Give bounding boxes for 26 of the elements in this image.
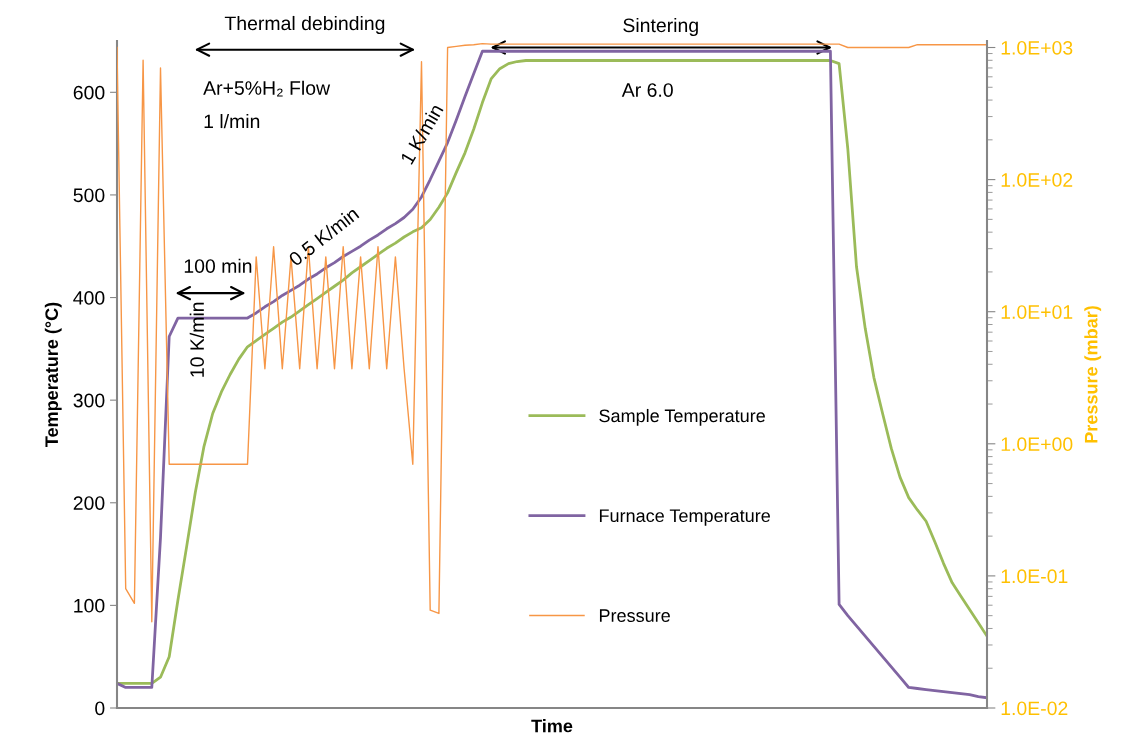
y2-tick-label: 1.0E+01 [1001,305,1073,319]
annotation: 100 min [184,258,252,273]
y2-tick-label: 1.0E+00 [1001,437,1073,452]
y-tick-label: 200 [73,496,105,511]
y2-tick-label: 1.0E-02 [1001,701,1068,716]
y-tick-label: 0 [95,701,105,716]
y-axis-title: Temperature (°C) [44,302,62,447]
legend-label: Furnace Temperature [599,509,770,526]
y-tick-label: 400 [73,291,105,305]
annotation: Ar+5%H₂ Flow [203,80,331,97]
y-tick-label: 300 [73,393,105,408]
text: Sintering [623,17,698,37]
y2-tick-label: 1.0E+03 [1001,40,1073,55]
y-tick-label: 500 [73,188,105,203]
y-tick-label: 600 [73,85,105,100]
legend-label: Pressure [599,609,670,622]
y-tick-label: 100 [74,598,105,613]
legend-label: Sample Temperature [599,408,765,426]
annotation: Ar 6.0 [621,83,673,97]
y2-axis-title: Pressure (mbar) [1084,306,1102,443]
text: Thermal debinding [224,15,385,35]
annotation: 10 K/min [189,302,204,377]
x-axis-title: Time [531,719,573,733]
annotation: 1 l/min [204,113,260,129]
y2-tick-label: 1.0E+02 [1001,173,1073,187]
y2-tick-label: 1.0E-01 [1001,569,1068,584]
